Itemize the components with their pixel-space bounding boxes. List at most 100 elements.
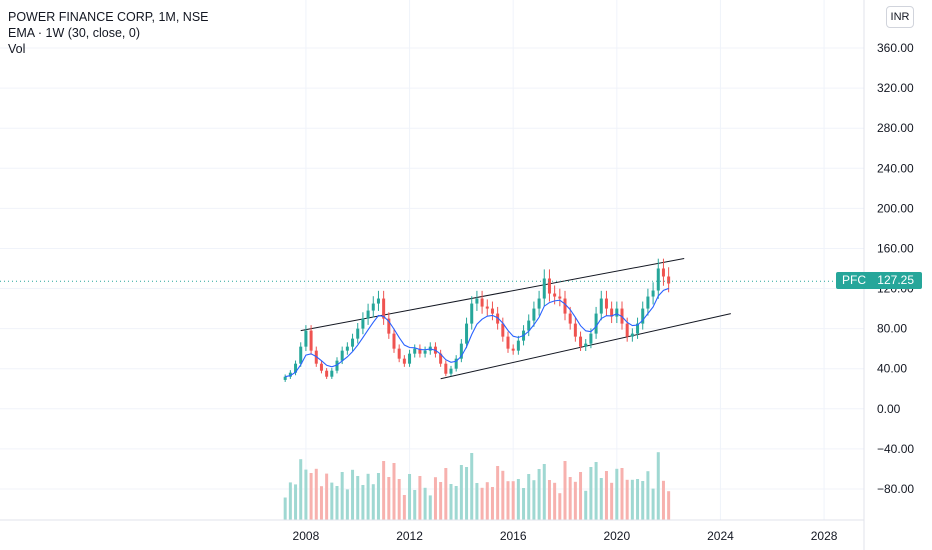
volume-bar <box>516 479 520 520</box>
time-tick-label: 2008 <box>293 529 320 543</box>
candle-body <box>470 303 474 324</box>
candle-body <box>636 323 640 334</box>
price-tick-label: 80.00 <box>877 322 907 336</box>
candle-body <box>361 318 365 329</box>
candle-body <box>299 346 303 364</box>
candle-body <box>439 353 443 364</box>
volume-bar <box>490 487 494 520</box>
volume-bar <box>615 468 619 520</box>
price-tick-label: 200.00 <box>877 201 914 215</box>
candle-body <box>506 336 510 349</box>
volume-bar <box>408 474 412 520</box>
time-tick-label: 2012 <box>396 529 423 543</box>
volume-bar <box>522 488 526 520</box>
ema-indicator-label[interactable]: EMA · 1W (30, close, 0) <box>8 26 140 40</box>
volume-bar <box>496 466 500 520</box>
volume-bar <box>625 479 629 520</box>
volume-bar <box>449 484 453 520</box>
grid <box>0 0 864 520</box>
volume-bar <box>573 481 577 520</box>
price-tick-label: 320.00 <box>877 81 914 95</box>
volume-bar <box>433 477 437 520</box>
volume-bar <box>547 480 551 520</box>
volume-bar <box>345 489 349 520</box>
price-tick-label: 0.00 <box>877 402 901 416</box>
volume-bar <box>325 473 329 520</box>
candle-body <box>501 323 505 337</box>
candle-body <box>599 298 603 314</box>
volume-bar <box>667 491 671 520</box>
volume-bar <box>579 472 583 520</box>
candle-body <box>485 306 489 309</box>
candle-body <box>418 348 422 354</box>
volume-bar <box>371 484 375 520</box>
candle-body <box>661 268 665 277</box>
volume-bar <box>553 482 557 520</box>
volume-bar <box>641 481 645 520</box>
volume-bar <box>568 477 572 520</box>
volume-bar <box>294 484 298 520</box>
currency-button[interactable]: INR <box>886 6 914 28</box>
volume-bar <box>299 459 303 520</box>
volume-bar <box>589 467 593 520</box>
volume-bar <box>376 473 380 520</box>
price-axis[interactable]: 360.00320.00280.00240.00200.00160.00120.… <box>877 41 914 496</box>
price-tick-label: 40.00 <box>877 362 907 376</box>
price-tag-value: 127.25 <box>877 273 914 287</box>
volume-bar <box>397 479 401 520</box>
price-tick-label: 160.00 <box>877 241 914 255</box>
trendline <box>300 257 685 332</box>
volume-bar <box>283 497 287 520</box>
candle-body <box>397 348 401 359</box>
candle-body <box>547 278 551 294</box>
candle-body <box>309 330 313 351</box>
candle-body <box>335 360 339 371</box>
candle-body <box>475 298 479 304</box>
symbol-title[interactable]: POWER FINANCE CORP, 1M, NSE <box>8 10 209 24</box>
candle-body <box>667 276 671 284</box>
candle-body <box>319 363 323 371</box>
candle-body <box>568 313 572 324</box>
ema-line <box>285 287 669 378</box>
trendlines <box>300 257 731 380</box>
volume-indicator-label[interactable]: Vol <box>8 42 26 56</box>
volume-bar <box>480 487 484 520</box>
volume-bar <box>444 468 448 520</box>
candle-body <box>563 298 567 314</box>
volume-bar <box>356 476 360 520</box>
candle-body <box>579 336 583 347</box>
volume-bar <box>506 481 510 520</box>
volume-bar <box>309 473 313 520</box>
volume-bar <box>563 461 567 520</box>
candle-body <box>656 268 660 291</box>
volume-bars <box>283 452 671 520</box>
candle-body <box>325 370 329 377</box>
price-tick-label: 280.00 <box>877 121 914 135</box>
volume-bar <box>402 495 406 520</box>
volume-bar <box>413 490 417 520</box>
candle-body <box>356 328 360 339</box>
candle-body <box>584 343 588 347</box>
time-axis[interactable]: 2008 2012 2016 2020 2024 2028 <box>293 529 838 543</box>
volume-bar <box>319 486 323 520</box>
volume-bar <box>382 461 386 520</box>
price-tick-label: 360.00 <box>877 41 914 55</box>
candle-body <box>382 298 386 319</box>
volume-bar <box>454 486 458 520</box>
volume-bar <box>661 480 665 520</box>
candle-body <box>490 308 494 314</box>
candle-body <box>553 293 557 297</box>
candle-body <box>610 308 614 317</box>
volume-bar <box>361 485 365 520</box>
candle-body <box>423 350 427 354</box>
volume-bar <box>537 469 541 520</box>
volume-bar <box>527 474 531 520</box>
candle-body <box>527 320 531 331</box>
candle-body <box>604 298 608 309</box>
price-tick-label: −80.00 <box>877 482 914 496</box>
candle-body <box>340 350 344 361</box>
candle-body <box>465 323 469 344</box>
candle-body <box>532 308 536 321</box>
volume-bar <box>304 469 308 520</box>
